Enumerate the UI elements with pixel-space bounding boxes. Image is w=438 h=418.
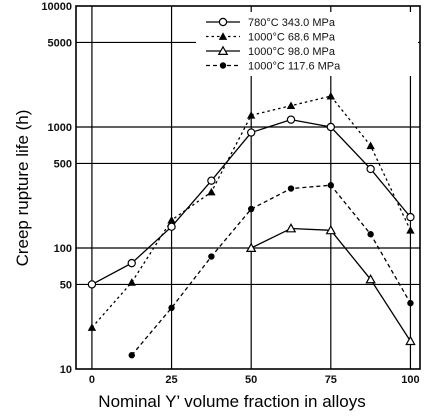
data-point [129,352,135,358]
data-point [288,185,294,191]
data-point [287,116,294,123]
legend-label: 780°C 343.0 MPa [248,17,336,29]
data-point [208,253,214,259]
data-point [167,216,175,224]
x-tick-label: 50 [245,374,257,386]
y-axis-ticks: 10 50 100 500 1000 5000 10000 [41,1,72,376]
data-point [327,92,335,100]
legend: 780°C 343.0 MPa 1000°C 68.6 MPa 1000°C 98.… [196,12,418,76]
y-tick-label: 10 [60,364,72,376]
data-point [208,177,215,184]
data-point [128,260,135,267]
data-point [248,206,254,212]
data-point [88,323,96,331]
x-tick-label: 0 [89,374,95,386]
data-point [207,188,215,196]
y-tick-label: 100 [54,243,72,255]
data-point [248,129,255,136]
legend-label: 1000°C 117.6 MPa [248,61,341,73]
data-point [128,278,136,286]
legend-label: 1000°C 98.0 MPa [248,46,336,58]
y-tick-label: 10000 [41,1,72,13]
data-point [88,281,95,288]
y-tick-label: 50 [60,279,72,291]
legend-marker [219,18,226,25]
x-axis-title: Nominal Y’ volume fraction in alloys [98,392,365,411]
y-tick-label: 500 [54,158,72,170]
data-point [247,111,255,119]
data-point [407,214,414,221]
data-point [287,101,295,109]
data-point [406,226,414,234]
x-tick-label: 25 [165,374,177,386]
data-point [406,337,414,345]
data-point [328,182,334,188]
legend-label: 1000°C 68.6 MPa [248,32,336,44]
data-point [367,165,374,172]
data-point [366,142,374,150]
series-line [132,185,411,355]
legend-marker [220,62,226,68]
y-tick-label: 1000 [48,122,72,134]
data-point [168,223,175,230]
y-tick-label: 5000 [48,37,72,49]
x-tick-label: 75 [325,374,337,386]
x-tick-label: 100 [401,374,419,386]
data-point [327,123,334,130]
data-point [367,231,373,237]
data-point [407,300,413,306]
x-axis-ticks: 0 25 50 75 100 [89,374,420,386]
data-point [168,305,174,311]
y-axis-title: Creep rupture life (h) [13,110,32,267]
